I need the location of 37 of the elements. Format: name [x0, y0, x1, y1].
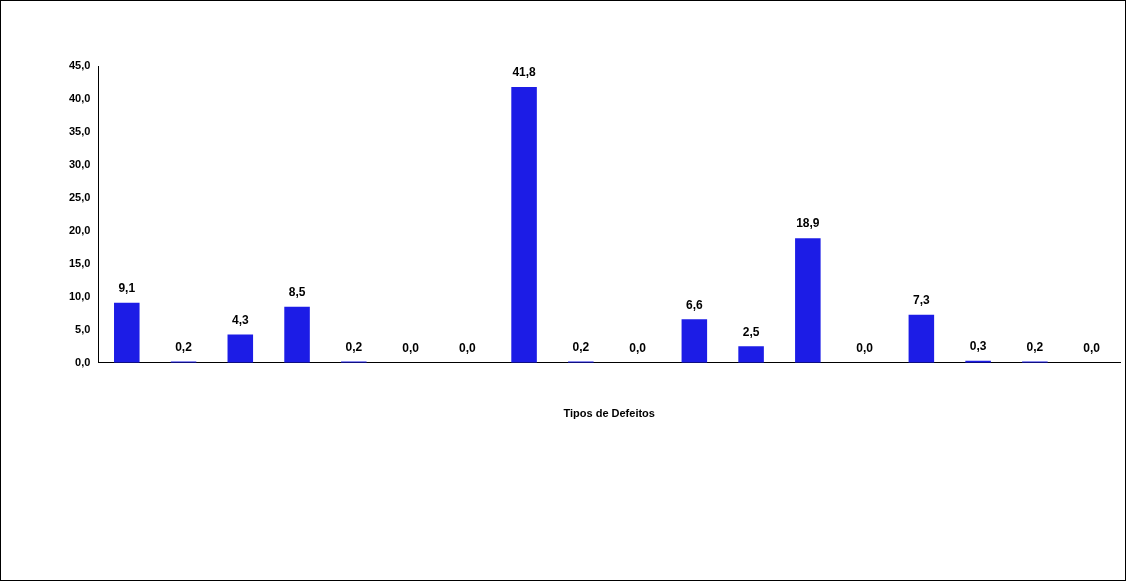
data-label: 6,6	[685, 297, 703, 312]
data-label: 2,5	[742, 324, 760, 339]
bar	[681, 319, 708, 363]
y-tick-label: 25,0	[68, 190, 91, 203]
y-tick-label: 5,0	[75, 322, 91, 335]
data-label: 7,3	[913, 292, 931, 307]
data-label: 4,3	[231, 312, 249, 327]
bar	[284, 306, 310, 363]
bar	[227, 334, 254, 363]
bar	[511, 87, 537, 363]
y-tick-label: 35,0	[68, 124, 91, 137]
data-label: 0,0	[402, 341, 420, 356]
data-label: 9,1	[118, 281, 136, 296]
y-tick-label: 30,0	[68, 157, 91, 170]
data-label: 0,0	[629, 341, 647, 356]
x-axis-title: Tipos de Defeitos	[563, 407, 655, 420]
data-label: 0,2	[175, 339, 193, 354]
data-label: 0,0	[856, 341, 874, 356]
data-label: 0,2	[1026, 339, 1044, 354]
data-label: 0,0	[458, 341, 476, 356]
bar	[908, 314, 935, 363]
data-label: 18,9	[796, 216, 820, 231]
y-tick-label: 20,0	[68, 223, 91, 236]
bar	[795, 238, 821, 363]
y-tick-label: 0,0	[75, 355, 91, 368]
data-label: 0,2	[572, 339, 590, 354]
data-label: 8,5	[288, 285, 306, 300]
y-tick-label: 40,0	[68, 92, 91, 105]
y-tick-label: 15,0	[68, 256, 91, 269]
y-tick-label: 10,0	[68, 289, 91, 302]
data-label: 0,3	[969, 339, 987, 354]
y-tick-label: 45,0	[68, 59, 91, 72]
bar	[114, 302, 140, 363]
bar	[738, 346, 764, 363]
data-label: 41,8	[512, 65, 537, 80]
data-label: 0,0	[1083, 341, 1101, 356]
data-label: 0,2	[345, 339, 363, 354]
